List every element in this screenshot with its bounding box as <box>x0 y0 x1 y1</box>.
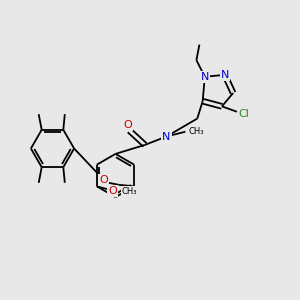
Text: CH₃: CH₃ <box>121 187 136 196</box>
Text: N: N <box>220 70 229 80</box>
Text: O: O <box>108 186 117 196</box>
Text: CH₃: CH₃ <box>189 127 204 136</box>
Text: N: N <box>201 72 209 82</box>
Text: O: O <box>99 175 108 185</box>
Text: Cl: Cl <box>238 109 249 119</box>
Text: N: N <box>162 131 171 142</box>
Text: O: O <box>123 120 132 130</box>
